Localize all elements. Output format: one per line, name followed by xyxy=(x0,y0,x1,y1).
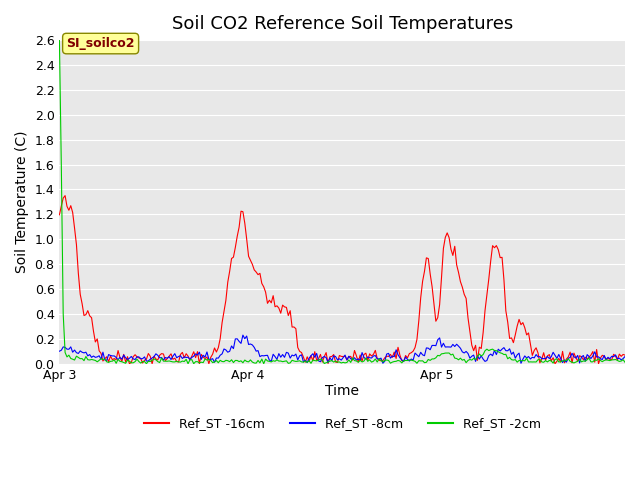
Text: SI_soilco2: SI_soilco2 xyxy=(67,37,135,50)
Legend: Ref_ST -16cm, Ref_ST -8cm, Ref_ST -2cm: Ref_ST -16cm, Ref_ST -8cm, Ref_ST -2cm xyxy=(139,412,546,435)
X-axis label: Time: Time xyxy=(325,384,359,398)
Y-axis label: Soil Temperature (C): Soil Temperature (C) xyxy=(15,131,29,273)
Title: Soil CO2 Reference Soil Temperatures: Soil CO2 Reference Soil Temperatures xyxy=(172,15,513,33)
